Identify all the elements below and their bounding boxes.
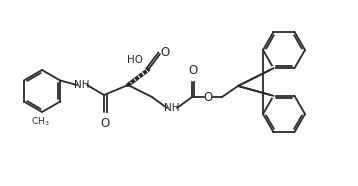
Text: NH: NH — [164, 103, 180, 113]
Text: O: O — [203, 91, 213, 103]
Text: HO: HO — [127, 55, 143, 65]
Text: CH$_3$: CH$_3$ — [31, 115, 49, 127]
Text: O: O — [100, 117, 110, 130]
Text: NH: NH — [74, 80, 90, 90]
Text: O: O — [188, 64, 198, 77]
Text: O: O — [160, 46, 170, 59]
